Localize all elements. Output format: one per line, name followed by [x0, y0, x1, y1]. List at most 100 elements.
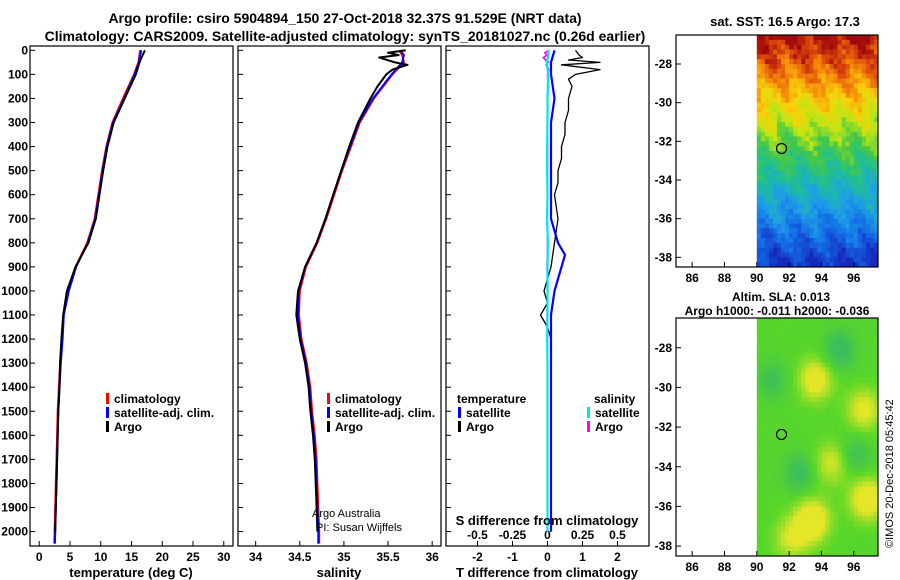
heatmap-cell	[813, 107, 818, 113]
heatmap-cell	[797, 332, 802, 339]
heatmap-cell	[797, 146, 802, 152]
heatmap-cell	[760, 131, 766, 137]
heatmap-cell	[756, 546, 762, 552]
heatmap-cell	[760, 327, 766, 334]
heatmap-cell	[865, 107, 871, 113]
heatmap-cell	[861, 521, 867, 527]
heatmap-cell	[849, 175, 855, 181]
heatmap-cell	[760, 194, 766, 200]
heatmap-cell	[841, 141, 846, 147]
heatmap-cell	[837, 511, 842, 517]
heatmap-cell	[777, 59, 782, 65]
heatmap-cell	[869, 347, 875, 354]
heatmap-cell	[857, 242, 863, 248]
heatmap-cell	[853, 247, 859, 253]
heatmap-cell	[760, 441, 766, 448]
heatmap-cell	[845, 327, 851, 334]
heatmap-cell	[764, 228, 770, 234]
heatmap-cell	[785, 252, 790, 258]
heatmap-cell	[777, 228, 782, 234]
heatmap-cell	[797, 357, 802, 363]
heatmap-cell	[805, 422, 810, 428]
heatmap-cell	[849, 44, 855, 50]
heatmap-cell	[756, 347, 762, 354]
heatmap-cell	[865, 73, 871, 79]
heatmap-cell	[833, 347, 838, 354]
heatmap-cell	[817, 151, 822, 157]
heatmap-cell	[801, 204, 806, 210]
heatmap-cell	[825, 506, 830, 512]
sst-map-frame	[675, 34, 879, 268]
heatmap-cell	[849, 122, 855, 128]
heatmap-cell	[869, 146, 875, 152]
heatmap-cell	[793, 387, 798, 393]
heatmap-cell	[793, 367, 798, 373]
heatmap-cell	[865, 407, 871, 413]
heatmap-cell	[777, 417, 782, 423]
heatmap-cell	[805, 238, 810, 244]
heatmap-cell	[781, 362, 786, 368]
heatmap-cell	[805, 322, 810, 329]
heatmap-cell	[789, 451, 794, 458]
heatmap-cell	[825, 516, 830, 522]
heatmap-cell	[809, 83, 814, 89]
heatmap-cell	[829, 347, 834, 354]
heatmap-cell	[777, 352, 782, 358]
heatmap-cell	[829, 189, 834, 195]
heatmap-cell	[861, 407, 867, 413]
heatmap-cell	[821, 332, 826, 339]
heatmap-cell	[837, 262, 842, 267]
heatmap-cell	[849, 126, 855, 132]
heatmap-cell	[841, 432, 846, 438]
heatmap-cell	[797, 471, 802, 477]
heatmap-cell	[833, 451, 838, 458]
heatmap-cell	[777, 322, 782, 329]
heatmap-cell	[869, 456, 875, 463]
heatmap-cell	[789, 218, 794, 224]
heatmap-cell	[797, 93, 802, 99]
heatmap-cell	[825, 170, 830, 176]
heatmap-cell	[861, 382, 867, 388]
heatmap-cell	[829, 83, 834, 89]
heatmap-cell	[777, 407, 782, 413]
heatmap-cell	[837, 362, 842, 368]
heatmap-cell	[768, 68, 774, 74]
heatmap-cell	[861, 117, 867, 123]
heatmap-cell	[760, 337, 766, 344]
heatmap-cell	[768, 322, 774, 329]
heatmap-cell	[821, 117, 826, 123]
heatmap-cell	[801, 64, 806, 70]
heatmap-cell	[789, 427, 794, 433]
heatmap-cell	[825, 546, 830, 552]
heatmap-cell	[805, 233, 810, 239]
heatmap-cell	[841, 422, 846, 428]
heatmap-cell	[772, 511, 778, 517]
heatmap-cell	[764, 59, 770, 65]
heatmap-cell	[764, 506, 770, 512]
heatmap-cell	[801, 112, 806, 118]
heatmap-cell	[756, 93, 762, 99]
heatmap-cell	[797, 531, 802, 537]
heatmap-cell	[781, 199, 786, 205]
legend-swatch-satellite	[327, 407, 330, 418]
heatmap-cell	[805, 531, 810, 537]
heatmap-cell	[777, 131, 782, 137]
heatmap-cell	[768, 59, 774, 65]
heatmap-cell	[797, 337, 802, 344]
heatmap-cell	[849, 257, 855, 263]
heatmap-cell	[817, 476, 822, 482]
heatmap-cell	[809, 318, 814, 324]
heatmap-cell	[772, 223, 778, 229]
heatmap-cell	[837, 397, 842, 403]
heatmap-cell	[825, 466, 830, 473]
heatmap-cell	[861, 337, 867, 344]
heatmap-cell	[805, 59, 810, 65]
heatmap-cell	[760, 516, 766, 522]
heatmap-cell	[821, 209, 826, 215]
heatmap-cell	[845, 506, 851, 512]
heatmap-cell	[760, 218, 766, 224]
heatmap-cell	[849, 247, 855, 253]
heatmap-cell	[833, 367, 838, 373]
heatmap-cell	[805, 213, 810, 219]
heatmap-cell	[861, 88, 867, 94]
